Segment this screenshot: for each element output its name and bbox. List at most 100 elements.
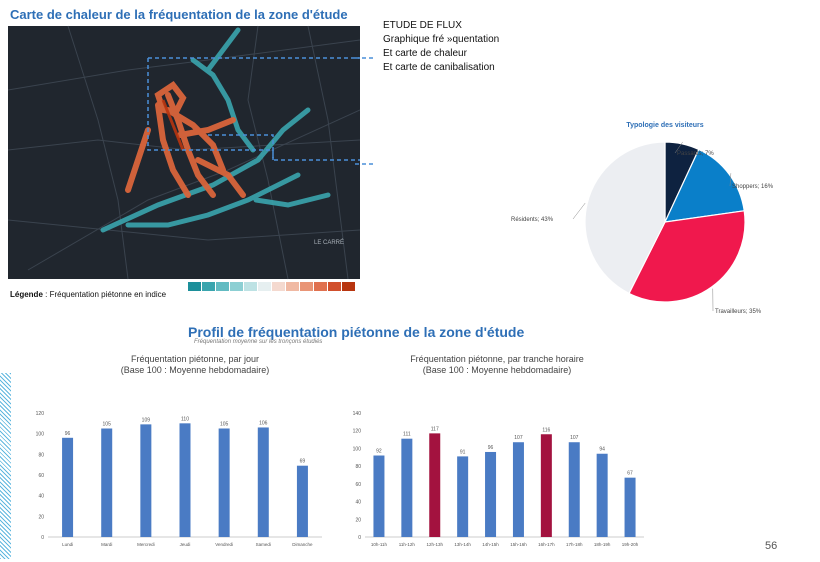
y-tick-label: 0 [358, 535, 361, 541]
pie-slice-label: Résidents; 43% [511, 217, 554, 223]
heat-scale-swatch [188, 282, 201, 291]
bar-value-label: 116 [542, 427, 550, 433]
y-tick-label: 120 [36, 411, 45, 417]
heatmap-legend: Légende : Fréquentation piétonne en indi… [10, 290, 167, 299]
pie-leader-line [572, 202, 586, 220]
side-decoration [0, 373, 11, 559]
heat-scale-swatch [258, 282, 271, 291]
heatmap-legend-bold: Légende [10, 290, 43, 299]
bar [296, 465, 308, 537]
bar [540, 434, 552, 537]
bar [140, 424, 152, 537]
x-tick-label: 14h-15h [482, 542, 499, 547]
bar-value-label: 107 [570, 435, 579, 441]
heat-scale-swatch [300, 282, 313, 291]
x-tick-label: 15h-16h [510, 542, 527, 547]
x-tick-label: 12h-13h [426, 542, 443, 547]
heatmap-map-label: LE CARRÉ [314, 239, 344, 246]
heat-scale-swatch [244, 282, 257, 291]
y-tick-label: 40 [38, 494, 44, 500]
y-tick-label: 20 [38, 514, 44, 520]
pie-labels: Passants; 7% Shoppers; 16% Travailleurs; 3… [511, 141, 774, 315]
heatmap-color-scale [188, 282, 355, 291]
bar-value-label: 105 [220, 422, 229, 428]
y-tick-label: 120 [353, 429, 362, 435]
pie-slice-label: Travailleurs; 35% [715, 309, 762, 315]
bar [101, 428, 113, 537]
bar [257, 427, 269, 537]
y-tick-label: 20 [355, 517, 361, 523]
bar-value-label: 111 [403, 432, 411, 438]
heat-scale-swatch [328, 282, 341, 291]
heat-scale-swatch [230, 282, 243, 291]
bar-value-label: 91 [460, 449, 466, 455]
bar [218, 428, 230, 537]
bar-value-label: 105 [103, 422, 112, 428]
bar-value-label: 94 [599, 447, 605, 453]
y-tick-label: 140 [353, 411, 362, 417]
y-tick-label: 40 [355, 500, 361, 506]
heatmap-legend-text: : Fréquentation piétonne en indice [43, 290, 167, 299]
heat-scale-swatch [314, 282, 327, 291]
heat-scale-swatch [272, 282, 285, 291]
x-tick-label: 17h-18h [566, 542, 583, 547]
bar-value-label: 67 [627, 471, 633, 477]
hour-bar-chart: 0 20 40 60 80 100 120 140 92 10h-11h 111 11h-12h 117… [353, 411, 644, 547]
bar-value-label: 96 [488, 445, 494, 451]
bar [457, 456, 469, 537]
pie-slices [584, 141, 746, 303]
x-tick-label: Dimanche [292, 542, 313, 547]
day-chart-title: Fréquentation piétonne, par jour [130, 354, 260, 364]
study-note-line-2: Graphique fré »quentation [383, 34, 500, 45]
pie-leader-line [729, 173, 732, 187]
x-tick-label: Jeudi [180, 542, 191, 547]
y-tick-label: 60 [38, 473, 44, 479]
bar-value-label: 110 [181, 416, 189, 422]
x-tick-label: 11h-12h [399, 542, 416, 547]
profile-title: Profil de fréquentation piétonne de la z… [188, 324, 525, 340]
bar-value-label: 107 [514, 435, 523, 441]
bar-value-label: 92 [376, 449, 382, 455]
heat-scale-swatch [342, 282, 355, 291]
y-tick-label: 0 [41, 535, 44, 541]
pie-slice [663, 148, 745, 223]
x-tick-label: Mercredi [137, 542, 155, 547]
bar [373, 455, 385, 537]
day-bar-chart: 0 20 40 60 80 100 120 96 Lundi 105 Mardi 109 Mercred… [36, 411, 322, 547]
pie-slice-label: Shoppers; 16% [732, 184, 774, 190]
study-note-line-1: ETUDE DE FLUX [383, 20, 462, 31]
x-tick-label: Mardi [101, 542, 112, 547]
hour-chart-subtitle: (Base 100 : Moyenne hebdomadaire) [422, 365, 572, 375]
bar [401, 438, 413, 537]
bar [485, 451, 497, 537]
y-tick-label: 60 [355, 482, 361, 488]
heatmap-title: Carte de chaleur de la fréquentation de … [10, 7, 348, 22]
bar [62, 437, 74, 537]
heatmap-panel: Carte de chaleur de la fréquentation de … [8, 7, 360, 299]
day-chart-heading: Fréquentation piétonne, par jour (Base 1… [70, 354, 320, 376]
bar [568, 442, 580, 537]
profile-subtitle: Fréquentation moyenne sur les tronçons é… [194, 339, 323, 345]
y-tick-label: 100 [36, 432, 45, 438]
bar [512, 442, 524, 537]
y-tick-label: 80 [355, 464, 361, 470]
x-tick-label: 16h-17h [538, 542, 555, 547]
heatmap-map: LE CARRÉ [8, 25, 360, 280]
pie-slice [584, 141, 666, 295]
bar-value-label: 96 [65, 431, 71, 437]
page-number: 56 [765, 540, 778, 552]
bar-value-label: 117 [431, 426, 439, 432]
pie-slice-label: Passants; 7% [677, 151, 714, 157]
heat-scale-swatch [216, 282, 229, 291]
pie-title: Typologie des visiteurs [626, 122, 703, 129]
x-tick-label: 10h-11h [371, 542, 388, 547]
study-note-line-3: Et carte de chaleur [383, 48, 467, 59]
x-tick-label: Vendredi [215, 542, 233, 547]
heat-scale-swatch [286, 282, 299, 291]
x-tick-label: 19h-20h [622, 542, 639, 547]
bar-value-label: 106 [259, 420, 268, 426]
visitor-type-pie-chart: Typologie des visiteurs Passants; 7% Shop… [511, 122, 774, 315]
day-chart-subtitle: (Base 100 : Moyenne hebdomadaire) [120, 365, 270, 375]
pie-leader-line [674, 141, 683, 154]
bar [624, 477, 636, 537]
